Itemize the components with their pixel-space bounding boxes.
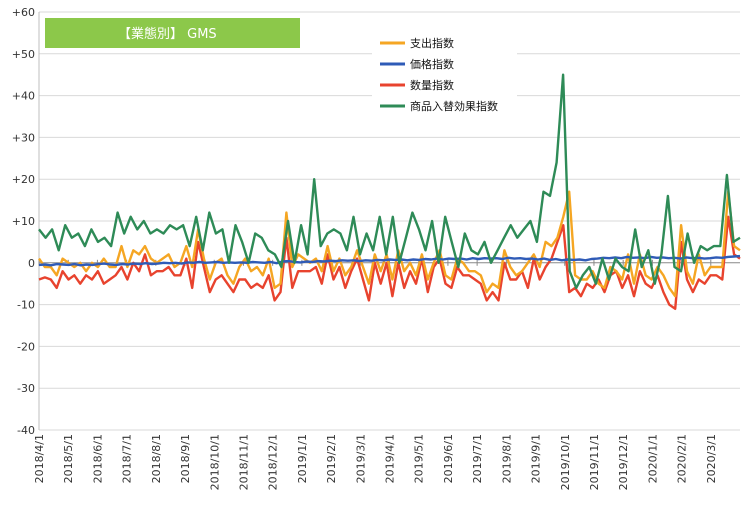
x-tick-label: 2018/11/1 (237, 434, 250, 490)
badge: 【業態別】 GMS (45, 18, 300, 48)
y-tick-label: -20 (17, 340, 35, 353)
x-tick-label: 2018/5/1 (62, 434, 75, 483)
x-tick-label: 2019/12/1 (617, 434, 630, 490)
y-tick-label: 0 (28, 257, 35, 270)
x-tick-label: 2019/8/1 (500, 434, 513, 483)
series-line-0 (38, 190, 741, 298)
y-tick-label: +30 (12, 131, 35, 144)
x-tick-label: 2019/5/1 (413, 434, 426, 483)
x-tick-label: 2018/9/1 (179, 434, 192, 483)
series-lines (38, 73, 741, 310)
x-tick-label: 2019/2/1 (325, 434, 338, 483)
x-tick-label: 2019/6/1 (442, 434, 455, 483)
x-tick-label: 2019/4/1 (384, 434, 397, 483)
x-tick-label: 2020/3/1 (705, 434, 718, 483)
y-tick-label: +60 (12, 6, 35, 19)
x-tick-label: 2019/11/1 (588, 434, 601, 490)
y-tick-label: +20 (12, 173, 35, 186)
x-tick-label: 2020/1/1 (646, 434, 659, 483)
y-tick-label: -40 (17, 424, 35, 437)
y-axis: +60 +50 +40 +30 +20 +10 0 -10 -20 -30 -40 (12, 6, 40, 437)
x-tick-label: 2018/7/1 (121, 434, 134, 483)
series-line-2 (38, 215, 741, 310)
series-line-3 (38, 73, 741, 290)
badge-text: 【業態別】 GMS (118, 26, 217, 42)
legend-label: 支出指数 (410, 36, 454, 50)
x-tick-label: 2018/12/1 (267, 434, 280, 490)
y-tick-label: +40 (12, 90, 35, 103)
x-tick-label: 2019/1/1 (296, 434, 309, 483)
x-tick-label: 2019/10/1 (559, 434, 572, 490)
x-tick-label: 2018/4/1 (33, 434, 46, 483)
y-tick-label: +10 (12, 215, 35, 228)
x-tick-label: 2018/8/1 (150, 434, 163, 483)
x-axis: 2018/4/1 2018/5/1 2018/6/1 2018/7/1 2018/8/1… (33, 259, 718, 490)
x-tick-label: 2019/3/1 (354, 434, 367, 483)
badge-background (45, 18, 300, 48)
x-tick-label: 2018/6/1 (91, 434, 104, 483)
legend-label: 商品入替効果指数 (410, 99, 498, 113)
x-tick-label: 2019/9/1 (530, 434, 543, 483)
legend-label: 数量指数 (410, 78, 454, 92)
legend-background (372, 32, 517, 124)
x-tick-label: 2019/7/1 (471, 434, 484, 483)
y-tick-label: -30 (17, 382, 35, 395)
series-line-1 (38, 254, 741, 267)
y-tick-label: +50 (12, 48, 35, 61)
legend-label: 価格指数 (410, 57, 454, 71)
y-tick-label: -10 (17, 299, 35, 312)
x-tick-label: 2020/2/1 (676, 434, 689, 483)
x-tick-label: 2018/10/1 (208, 434, 221, 490)
